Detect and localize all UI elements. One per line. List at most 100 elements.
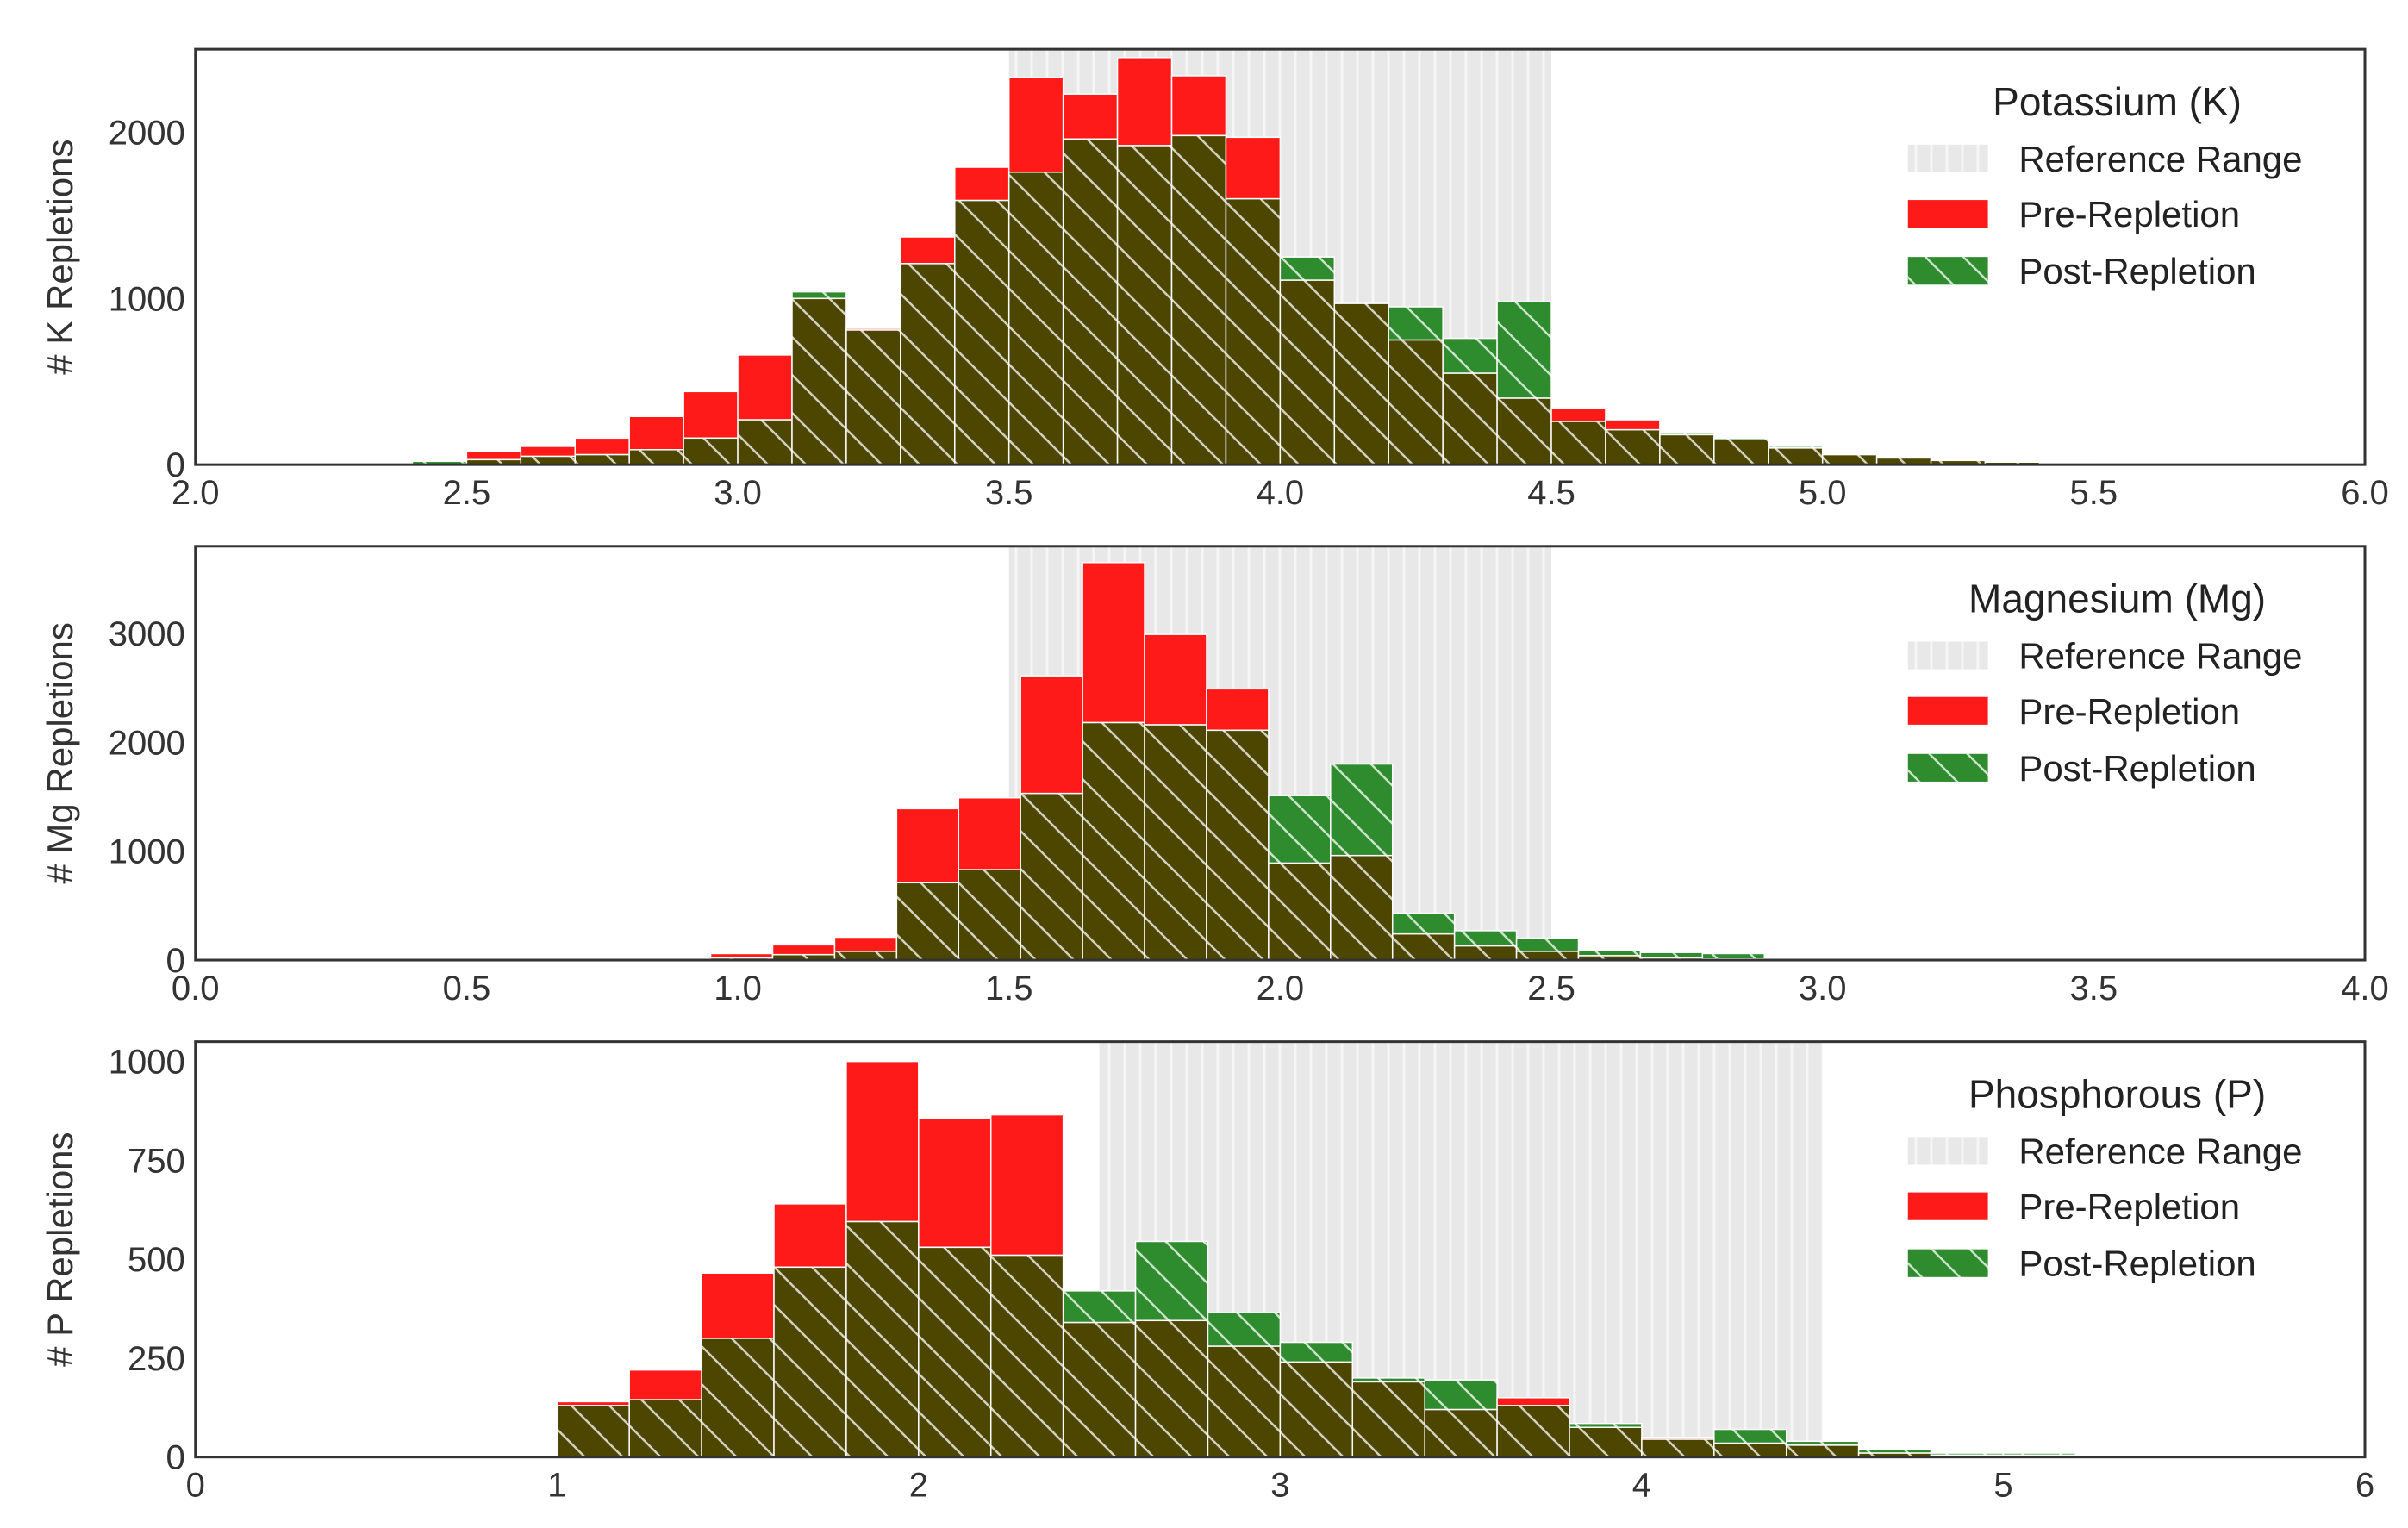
overlap-hatch (1008, 172, 1064, 465)
x-tick-label: 0.5 (443, 970, 491, 1007)
pre-repletion-bar (1225, 136, 1282, 200)
legend-label-post: Post-Repletion (2018, 1244, 2255, 1284)
overlap-hatch (1641, 1439, 1714, 1457)
post-repletion-hatch (1768, 446, 1823, 448)
overlap-hatch (1516, 951, 1579, 961)
y-tick-label: 500 (128, 1241, 185, 1279)
y-tick-label: 1000 (109, 280, 185, 318)
overlap-hatch (1063, 139, 1118, 465)
overlap-hatch (990, 1255, 1064, 1457)
y-tick-label: 0 (165, 446, 184, 484)
x-tick-label: 2.0 (172, 474, 220, 512)
x-tick-label: 4 (1632, 1467, 1651, 1505)
post-repletion-hatch (791, 291, 846, 299)
x-tick-label: 0 (186, 1467, 205, 1505)
overlap-hatch (1117, 145, 1172, 465)
overlap-hatch (466, 459, 521, 465)
post-repletion-hatch (1352, 1377, 1425, 1382)
legend-swatch-reference (1907, 641, 1988, 670)
overlap-hatch (1334, 303, 1389, 465)
post-repletion-hatch (1702, 953, 1765, 959)
legend-label-pre: Pre-Repletion (2018, 1187, 2240, 1227)
y-tick-label: 0 (165, 942, 184, 980)
post-repletion-hatch (1640, 952, 1703, 958)
x-tick-label: 2.0 (1257, 970, 1305, 1007)
panel-phosphorous: 0 1 2 3 4 5 6 0 250 500 750 1000 # P Repletions Ph… (40, 1040, 2374, 1505)
legend-title: Potassium (K) (1993, 79, 2242, 124)
post-repletion-hatch (1659, 433, 1714, 435)
legend-label-reference: Reference Range (2018, 636, 2302, 677)
post-repletion-hatch (412, 461, 467, 465)
plot-frame (194, 1040, 2367, 1459)
x-tick-label: 5.0 (1799, 474, 1847, 512)
post-repletion-hatch (1454, 930, 1517, 946)
x-tick-label: 2 (909, 1467, 928, 1505)
y-axis-label: # P Repletions (40, 1132, 80, 1366)
overlap-hatch (1768, 447, 1823, 465)
legend: Magnesium (Mg) Reference Range Pre-Reple… (1907, 576, 2303, 789)
overlap-hatch (1280, 1362, 1353, 1457)
legend-label-post: Post-Repletion (2018, 748, 2255, 789)
post-repletion-hatch (1858, 1449, 1931, 1454)
post-repletion-hatch (1392, 913, 1455, 934)
overlap-hatch (738, 420, 792, 465)
pre-repletion-bar (833, 936, 898, 952)
overlap-hatch (1388, 340, 1444, 465)
pre-repletion-bar (1496, 1397, 1570, 1406)
y-tick-label: 250 (128, 1340, 185, 1378)
overlap-hatch (702, 1338, 775, 1457)
overlap-hatch (1578, 955, 1641, 961)
y-ticks: 0 1000 2000 (109, 115, 185, 485)
x-tick-label: 1.5 (985, 970, 1033, 1007)
post-repletion-hatch (1135, 1241, 1208, 1321)
overlap-hatch (1226, 198, 1281, 465)
overlap-hatch (958, 870, 1021, 961)
overlap-hatch (1206, 730, 1269, 961)
post-repletion-hatch (1786, 1441, 1859, 1445)
x-tick-label: 6 (2355, 1467, 2374, 1505)
overlap-hatch (1786, 1444, 1859, 1457)
pre-repletion-bar (465, 450, 522, 461)
overlap-hatch (1551, 421, 1606, 465)
pre-repletion-bar (1082, 561, 1145, 724)
overlap-hatch (629, 449, 684, 465)
overlap-hatch (845, 1221, 919, 1457)
y-axis-label: # K Repletions (40, 140, 80, 375)
legend-label-reference: Reference Range (2018, 1131, 2302, 1171)
overlap-hatch (1443, 373, 1498, 465)
post-repletion-hatch (1713, 1429, 1787, 1444)
overlap-hatch (1858, 1453, 1931, 1457)
x-tick-label: 3.5 (2070, 970, 2118, 1007)
post-repletion-hatch (1280, 257, 1335, 281)
legend: Potassium (K) Reference Range Pre-Replet… (1907, 79, 2303, 291)
overlap-hatch (1280, 280, 1335, 465)
bars (411, 57, 2095, 465)
x-tick-label: 5 (1993, 1467, 2012, 1505)
y-tick-label: 2000 (109, 115, 185, 153)
pre-repletion-bar (737, 354, 793, 421)
overlap-hatch (1425, 1409, 1498, 1457)
pre-repletion-bar (845, 1060, 920, 1223)
legend: Phosphorous (P) Reference Range Pre-Repl… (1907, 1071, 2303, 1284)
bars (709, 561, 1766, 961)
overlap-hatch (900, 263, 955, 465)
overlap-hatch (683, 438, 739, 465)
overlap-hatch (918, 1247, 991, 1457)
post-repletion-hatch (1931, 1453, 2004, 1456)
overlap-hatch (1659, 434, 1714, 465)
pre-repletion-bar (628, 1369, 702, 1400)
pre-repletion-bar (1206, 688, 1270, 732)
overlap-hatch (1497, 1405, 1570, 1457)
pre-repletion-bar (709, 952, 774, 959)
legend-swatch-reference (1907, 144, 1988, 172)
x-tick-label: 4.5 (1527, 474, 1575, 512)
panel-potassium: 2.0 2.5 3.0 3.5 4.0 4.5 5.0 5.5 6.0 0 1000 2000 # … (40, 47, 2389, 512)
overlap-hatch (575, 454, 630, 465)
overlap-hatch (1063, 1322, 1136, 1457)
y-tick-label: 2000 (109, 724, 185, 762)
pre-repletion-bar (574, 437, 630, 456)
x-tick-label: 4.0 (1257, 474, 1305, 512)
pre-repletion-bar (895, 808, 960, 884)
overlap-hatch (845, 329, 901, 465)
post-repletion-hatch (1268, 795, 1331, 864)
